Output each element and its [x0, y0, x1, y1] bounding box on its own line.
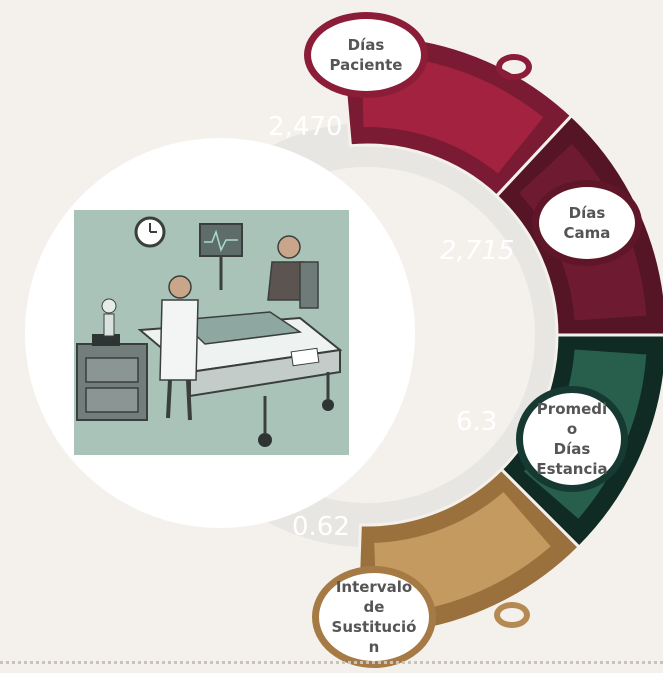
ring-bottom-icon	[494, 602, 530, 628]
ring-top-icon	[496, 54, 532, 80]
drawer-icon	[85, 387, 139, 413]
doctor-coat-icon	[159, 299, 199, 381]
book-icon	[92, 334, 120, 346]
dotted-divider	[0, 661, 663, 664]
value-intervalo-de-sustitucion: 0.62	[292, 512, 350, 542]
doctor-leg-icon	[166, 379, 172, 419]
bed-wheel-icon	[258, 433, 272, 447]
vase-icon	[103, 313, 115, 337]
label-text-intervalo-de-sustitucion: Intervalo de Sustitució n	[331, 578, 417, 656]
value-dias-paciente: 2,470	[268, 112, 343, 142]
doctor-leg-icon	[186, 379, 192, 421]
label-text-promedio-dias-estancia: Promedi o Días Estancia	[536, 400, 608, 478]
hospital-room-illustration	[74, 210, 349, 455]
label-bubble-dias-paciente: Días Paciente	[304, 12, 428, 98]
label-bubble-dias-cama: Días Cama	[532, 180, 642, 266]
drawer-icon	[85, 357, 139, 383]
chair-icon	[299, 261, 319, 309]
label-bubble-intervalo-de-sustitucion: Intervalo de Sustitució n	[312, 566, 436, 668]
doctor-head-icon	[168, 275, 192, 299]
flower-icon	[101, 298, 117, 314]
label-text-dias-cama: Días Cama	[563, 204, 611, 242]
tablet-icon	[290, 347, 320, 367]
label-text-dias-paciente: Días Paciente	[329, 36, 403, 74]
value-promedio-dias-estancia: 6.3	[456, 407, 498, 437]
heartbeat-line-icon	[204, 229, 238, 253]
value-dias-cama: 2,715	[440, 236, 515, 266]
bed-wheel-icon	[322, 399, 334, 411]
label-bubble-promedio-dias-estancia: Promedi o Días Estancia	[516, 386, 628, 492]
visitor-head-icon	[277, 235, 301, 259]
